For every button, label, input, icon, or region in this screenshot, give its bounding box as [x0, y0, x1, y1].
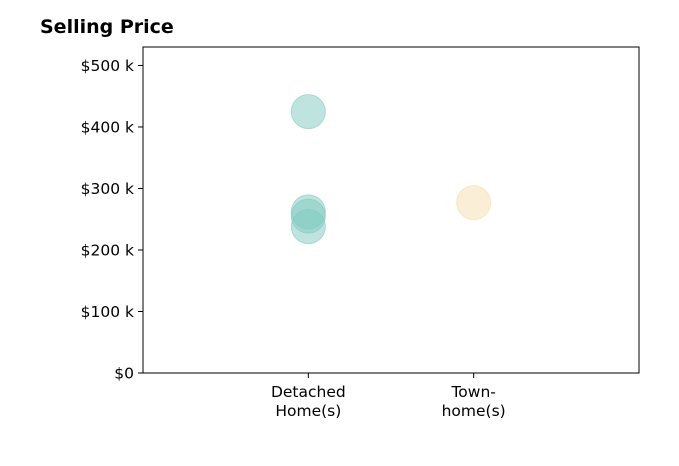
- x-tick-label: Town-home(s): [442, 383, 506, 420]
- chart-title: Selling Price: [40, 16, 174, 38]
- x-tick-label-line: Home(s): [275, 402, 341, 420]
- data-point: [456, 185, 492, 221]
- y-tick-label: $200 k: [81, 241, 134, 259]
- y-tick-label: $500 k: [81, 57, 134, 75]
- y-tick-label: $100 k: [81, 303, 134, 321]
- y-tick-label: $300 k: [81, 180, 134, 198]
- x-tick-label-line: Detached: [271, 383, 346, 401]
- y-tick-label: $0: [114, 365, 134, 383]
- plot-frame: [142, 46, 640, 374]
- data-point: [290, 94, 326, 130]
- data-points: [290, 94, 492, 245]
- x-tick-label-line: home(s): [442, 402, 506, 420]
- x-tick-label-line: Town-: [450, 383, 495, 401]
- y-tick-label: $400 k: [81, 118, 134, 136]
- x-tick-label: Detached Home(s): [271, 383, 346, 420]
- data-point: [290, 209, 326, 245]
